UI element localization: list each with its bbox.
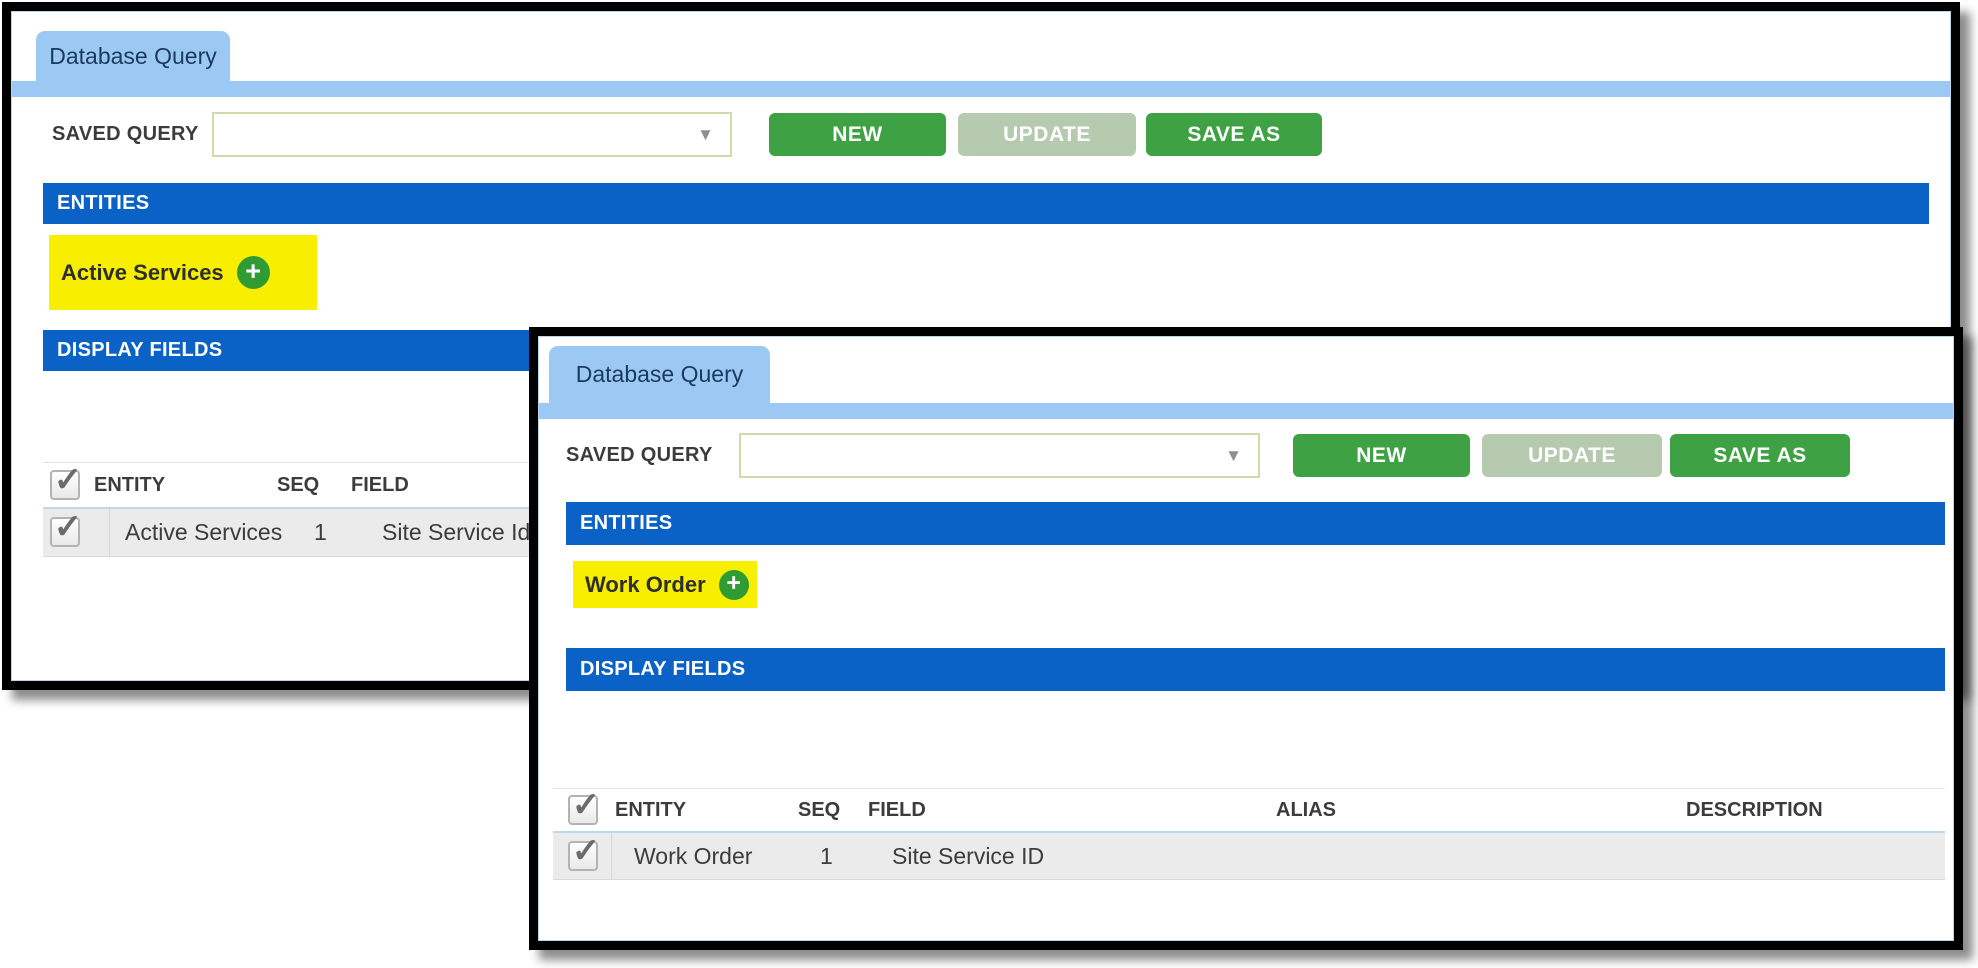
row-checkbox[interactable]: ✓ (568, 834, 600, 871)
select-all-checkbox[interactable]: ✓ (50, 463, 82, 500)
chevron-down-icon: ▼ (697, 125, 714, 144)
window-content-front: Database Query SAVED QUERY ▼ NEW UPDATE … (538, 336, 1954, 941)
checkmark-icon: ✓ (53, 461, 83, 499)
tab-strip (539, 403, 1953, 419)
cell-seq: 1 (820, 842, 833, 869)
column-divider (109, 509, 110, 556)
saved-query-dropdown[interactable]: ▼ (212, 112, 732, 157)
cell-entity: Active Services (125, 518, 283, 545)
cell-field: Site Service Id (382, 518, 531, 545)
column-header-entity: ENTITY (94, 473, 166, 496)
add-entity-icon[interactable]: + (236, 256, 270, 289)
checkmark-icon: ✓ (571, 786, 601, 824)
cell-field: Site Service ID (892, 842, 1045, 869)
checkmark-icon: ✓ (53, 508, 83, 546)
entities-section-header: ENTITIES (566, 502, 1945, 545)
select-all-checkbox[interactable]: ✓ (568, 788, 600, 825)
chevron-down-icon: ▼ (1225, 446, 1242, 465)
new-button[interactable]: NEW (1293, 434, 1470, 477)
saved-query-dropdown[interactable]: ▼ (739, 433, 1260, 478)
table-row[interactable]: ✓ Work Order 1 Site Service ID (553, 833, 1945, 879)
saved-query-label: SAVED QUERY (52, 122, 199, 145)
display-fields-section-header: DISPLAY FIELDS (566, 648, 1945, 691)
update-button[interactable]: UPDATE (1482, 434, 1662, 477)
update-button[interactable]: UPDATE (958, 113, 1136, 156)
cell-entity: Work Order (634, 842, 753, 869)
column-header-alias: ALIAS (1276, 798, 1336, 821)
entity-chip-label: Work Order (585, 571, 706, 597)
table-top-divider (553, 788, 1945, 789)
entities-section-header: ENTITIES (43, 183, 1929, 224)
header-row-divider (553, 831, 1945, 833)
saved-query-label: SAVED QUERY (566, 443, 713, 466)
tab-label: Database Query (575, 361, 744, 387)
add-entity-icon[interactable]: + (718, 569, 749, 600)
database-query-window-front: Database Query SAVED QUERY ▼ NEW UPDATE … (529, 327, 1963, 950)
column-header-seq: SEQ (798, 798, 841, 821)
save-as-button[interactable]: SAVE AS (1670, 434, 1850, 477)
column-divider (611, 833, 612, 879)
column-header-entity: ENTITY (615, 798, 687, 821)
column-header-description: DESCRIPTION (1686, 798, 1823, 821)
tab-label: Database Query (49, 42, 217, 69)
checkmark-icon: ✓ (571, 832, 601, 870)
save-as-button[interactable]: SAVE AS (1146, 113, 1322, 156)
row-checkbox[interactable]: ✓ (50, 510, 82, 547)
tab-database-query[interactable]: Database Query (36, 31, 230, 81)
column-header-seq: SEQ (277, 473, 320, 496)
tab-strip (12, 81, 1950, 97)
entity-chip-label: Active Services (61, 259, 224, 285)
tab-database-query[interactable]: Database Query (549, 346, 770, 403)
entity-chip-work-order[interactable]: Work Order + (573, 561, 757, 608)
column-header-field: FIELD (351, 473, 409, 496)
row-bottom-divider (553, 879, 1945, 880)
new-button[interactable]: NEW (769, 113, 946, 156)
cell-seq: 1 (314, 518, 327, 545)
column-header-field: FIELD (868, 798, 926, 821)
entity-chip-active-services[interactable]: Active Services + (49, 235, 317, 310)
